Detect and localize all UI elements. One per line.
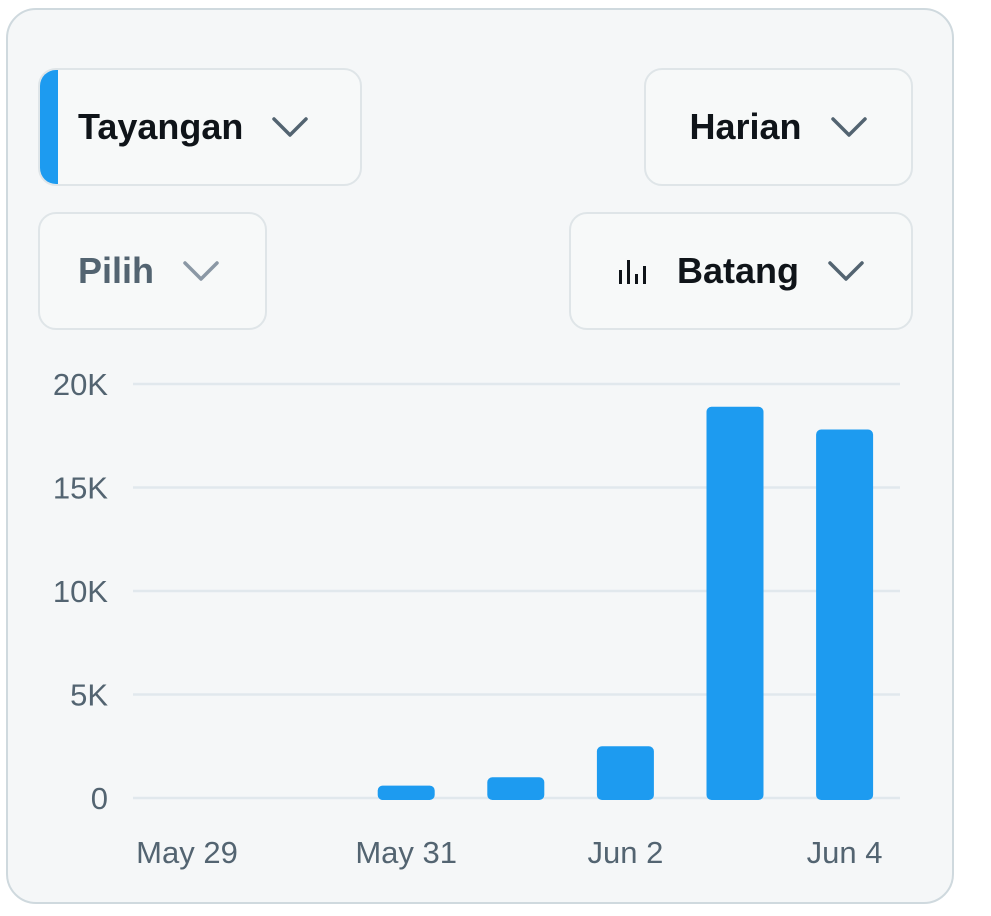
- bar-chart-icon: [618, 260, 646, 284]
- period-dropdown[interactable]: Harian: [644, 68, 913, 186]
- period-dropdown-label: Harian: [689, 106, 802, 147]
- chart-type-dropdown[interactable]: Batang: [569, 212, 913, 330]
- metric-dropdown[interactable]: Tayangan: [38, 68, 362, 186]
- compare-dropdown[interactable]: Pilih: [38, 212, 267, 330]
- chevron-down-icon: [272, 117, 309, 137]
- chevron-down-icon: [183, 261, 219, 281]
- metric-dropdown-label: Tayangan: [78, 106, 244, 147]
- compare-dropdown-label: Pilih: [78, 250, 155, 291]
- chart-type-dropdown-label: Batang: [676, 250, 799, 291]
- chevron-down-icon: [828, 261, 864, 281]
- analytics-card: Tayangan Harian Pilih Batang: [6, 8, 954, 904]
- metric-accent-strip: [40, 70, 58, 184]
- chevron-down-icon: [830, 117, 867, 137]
